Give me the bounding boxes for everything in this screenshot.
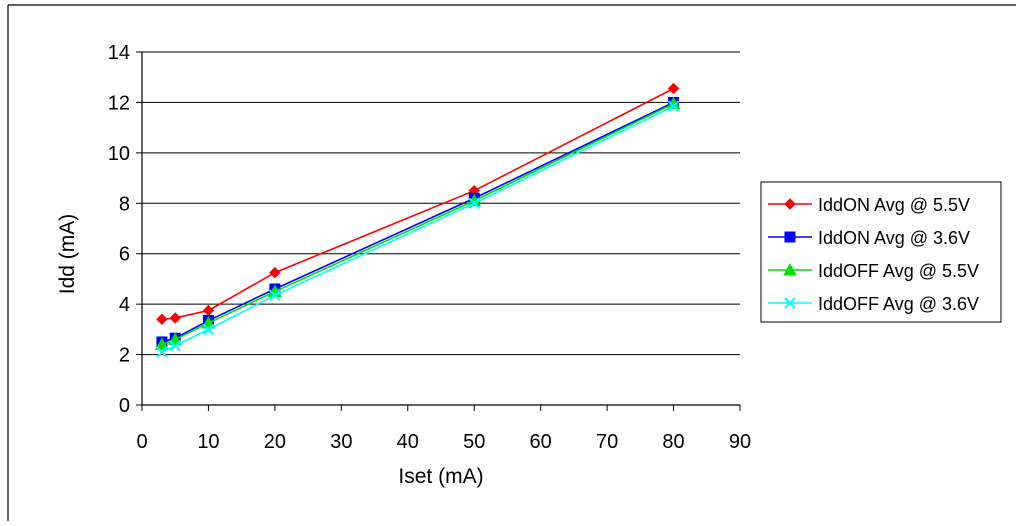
data-point	[202, 304, 215, 317]
data-point	[156, 346, 168, 358]
data-point	[667, 100, 680, 112]
x-tick-label: 30	[330, 431, 352, 453]
legend-entry: IddOFF Avg @ 5.5V	[768, 261, 979, 281]
x-tick-label: 70	[596, 431, 618, 453]
x-tick-label: 40	[397, 431, 419, 453]
y-tick-label: 6	[119, 244, 130, 266]
y-tick-label: 0	[119, 395, 130, 417]
x-tick-label: 60	[530, 431, 552, 453]
x-marker-stroke	[202, 323, 215, 336]
x-marker-stroke	[468, 197, 480, 209]
series-4	[156, 100, 680, 358]
legend-entry: IddON Avg @ 5.5V	[768, 195, 970, 215]
y-tick-labels: 0 2 4 6 8 10 12 14	[108, 42, 130, 417]
y-axis-label: Idd (mA)	[56, 214, 79, 295]
y-tick-label: 10	[108, 143, 130, 165]
data-point	[468, 197, 480, 209]
legend-label: IddON Avg @ 3.6V	[818, 228, 970, 248]
series-1	[156, 82, 680, 325]
x-axis-label: Iset (mA)	[398, 465, 483, 488]
x-tick-label: 90	[729, 431, 751, 453]
data-point	[155, 337, 169, 350]
axes	[136, 51, 741, 411]
x-marker-stroke	[169, 340, 181, 352]
y-tick-label: 2	[119, 345, 130, 367]
y-tick-label: 12	[108, 92, 130, 114]
data-point	[202, 323, 215, 336]
data-point	[269, 289, 281, 302]
legend-marker	[784, 198, 796, 210]
x-tick-label: 20	[264, 431, 286, 453]
x-tick-label: 10	[197, 431, 219, 453]
data-point	[667, 82, 680, 95]
series-line	[161, 87, 674, 321]
legend-label: IddON Avg @ 5.5V	[818, 195, 970, 215]
data-point	[156, 313, 168, 325]
y-tick-label: 14	[108, 42, 130, 64]
legend-box	[760, 181, 1002, 323]
legend-entry: IddOFF Avg @ 3.6V	[768, 294, 979, 314]
y-tick-label: 8	[119, 193, 130, 215]
data-point	[169, 340, 181, 352]
x-tick-label: 0	[136, 431, 147, 453]
legend: IddON Avg @ 5.5V IddON Avg @ 3.6V IddOFF A…	[760, 181, 1002, 323]
x-marker-stroke	[784, 297, 796, 309]
x-tick-label: 50	[463, 431, 485, 453]
legend-marker	[783, 262, 797, 276]
x-marker-stroke	[269, 289, 281, 302]
series-line	[161, 101, 674, 343]
series-line	[161, 105, 674, 353]
x-marker-stroke	[156, 346, 168, 358]
legend-marker	[784, 297, 796, 309]
legend-label: IddOFF Avg @ 5.5V	[818, 261, 979, 281]
x-marker-stroke	[667, 100, 680, 112]
legend-marker	[784, 231, 796, 243]
x-tick-labels: 0 10 20 30 40 50 60 70 80 90	[136, 431, 751, 453]
data-point	[269, 266, 281, 279]
x-tick-label: 80	[662, 431, 684, 453]
legend-entry: IddON Avg @ 3.6V	[768, 228, 970, 248]
data-point	[169, 312, 181, 324]
series-group	[155, 82, 681, 358]
y-tick-label: 4	[119, 294, 130, 316]
legend-label: IddOFF Avg @ 3.6V	[818, 294, 979, 314]
